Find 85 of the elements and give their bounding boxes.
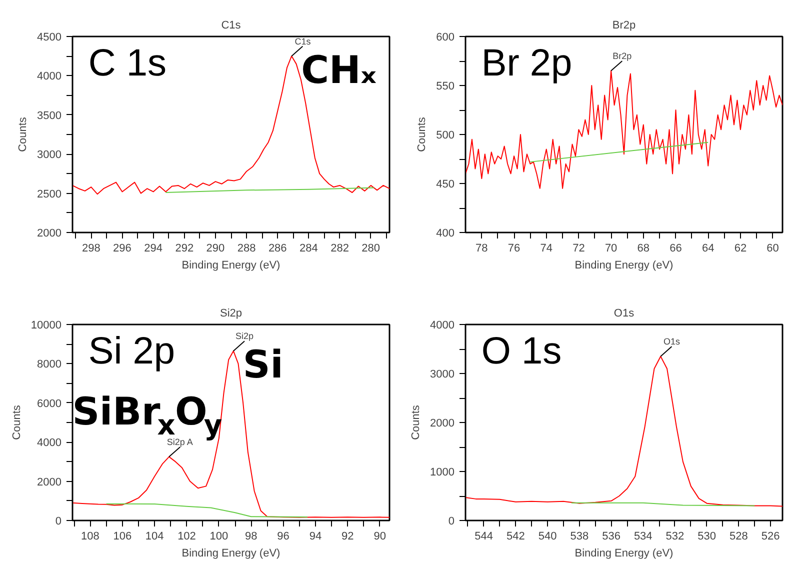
x-tick-label: 280 (362, 242, 380, 254)
y-axis-title: Counts (10, 404, 23, 440)
x-tick-label: 532 (666, 530, 684, 542)
chart-title: Br2p (612, 20, 636, 32)
x-tick-label: 530 (698, 530, 716, 542)
chart-title: C1s (221, 20, 242, 32)
y-tick-label: 2000 (430, 418, 455, 430)
y-tick-label: 3500 (37, 110, 62, 122)
x-tick-label: 74 (540, 242, 552, 254)
y-tick-label: 450 (436, 178, 455, 190)
x-tick-label: 106 (113, 530, 132, 542)
chart-title: O1s (614, 308, 635, 320)
y-tick-label: 600 (436, 32, 455, 44)
y-tick-label: 6000 (37, 398, 62, 410)
x-tick-label: 78 (476, 242, 488, 254)
x-tick-label: 292 (175, 242, 194, 254)
x-tick-label: 298 (82, 242, 100, 254)
y-tick-label: 0 (448, 516, 455, 528)
x-tick-label: 104 (145, 530, 164, 542)
y-tick-label: 4000 (37, 437, 62, 450)
x-tick-label: 102 (178, 530, 196, 542)
x-tick-label: 534 (634, 530, 652, 542)
y-tick-label: 500 (436, 130, 455, 142)
x-tick-label: 282 (330, 242, 349, 254)
x-tick-label: 66 (670, 242, 682, 254)
annotation: O 1s (481, 330, 562, 372)
chart-title: Si2p (220, 308, 242, 320)
annotation: Br 2p (481, 42, 572, 84)
x-tick-label: 540 (538, 530, 557, 542)
y-axis-title: Counts (17, 116, 30, 152)
x-tick-label: 96 (277, 530, 290, 542)
x-tick-label: 538 (570, 530, 589, 542)
x-tick-label: 542 (506, 530, 525, 542)
y-tick-label: 1000 (430, 466, 455, 478)
y-axis-title: Counts (410, 404, 422, 440)
y-tick-label: 550 (436, 80, 455, 92)
x-tick-label: 544 (474, 530, 493, 542)
annotation: C1s (294, 36, 312, 46)
annotation: Si2p A (166, 437, 193, 447)
annotation: C 1s (88, 42, 166, 84)
x-tick-label: 98 (244, 530, 258, 542)
x-axis-title: Binding Energy (eV) (574, 548, 674, 560)
x-tick-label: 72 (572, 242, 585, 254)
y-tick-label: 2500 (37, 188, 62, 200)
x-tick-label: 60 (766, 242, 779, 254)
x-tick-label: 290 (206, 242, 225, 254)
x-axis-title: Binding Energy (eV) (182, 548, 280, 560)
y-tick-label: 3000 (430, 368, 455, 380)
x-tick-label: 284 (300, 242, 318, 254)
x-tick-label: 286 (268, 242, 287, 254)
annotation: CHₓ (301, 48, 377, 92)
x-tick-label: 92 (342, 530, 354, 542)
annotation: O1s (663, 336, 680, 347)
annotation: Si2p (236, 331, 254, 342)
y-tick-label: 400 (436, 228, 455, 240)
x-tick-label: 288 (237, 242, 256, 254)
x-axis-title: Binding Energy (eV) (182, 260, 280, 272)
x-tick-label: 94 (309, 530, 322, 542)
x-tick-label: 76 (508, 242, 520, 254)
y-tick-label: 10000 (30, 320, 62, 332)
x-axis-title: Binding Energy (eV) (574, 260, 674, 272)
x-tick-label: 526 (761, 530, 780, 542)
x-tick-label: 296 (113, 242, 132, 254)
x-tick-label: 528 (730, 530, 748, 542)
y-axis-title: Counts (416, 116, 428, 152)
y-tick-label: 3000 (37, 149, 62, 162)
x-tick-label: 294 (144, 242, 162, 254)
annotation: Si 2p (88, 330, 175, 372)
annotation: Si (242, 342, 284, 387)
x-tick-label: 536 (602, 530, 620, 542)
x-tick-label: 68 (637, 242, 650, 254)
y-tick-label: 4000 (430, 320, 455, 332)
y-tick-label: 4500 (37, 32, 62, 44)
y-tick-label: 2000 (37, 476, 62, 488)
x-tick-label: 70 (604, 242, 618, 254)
annotation: Br2p (612, 51, 632, 61)
y-tick-label: 2000 (37, 228, 62, 240)
x-tick-label: 100 (210, 530, 228, 542)
y-tick-label: 4000 (37, 70, 62, 83)
x-tick-label: 90 (374, 530, 386, 542)
y-tick-label: 0 (55, 516, 62, 528)
x-tick-label: 62 (734, 242, 747, 254)
x-tick-label: 108 (81, 530, 100, 542)
x-tick-label: 64 (702, 242, 714, 254)
y-tick-label: 8000 (37, 358, 62, 371)
